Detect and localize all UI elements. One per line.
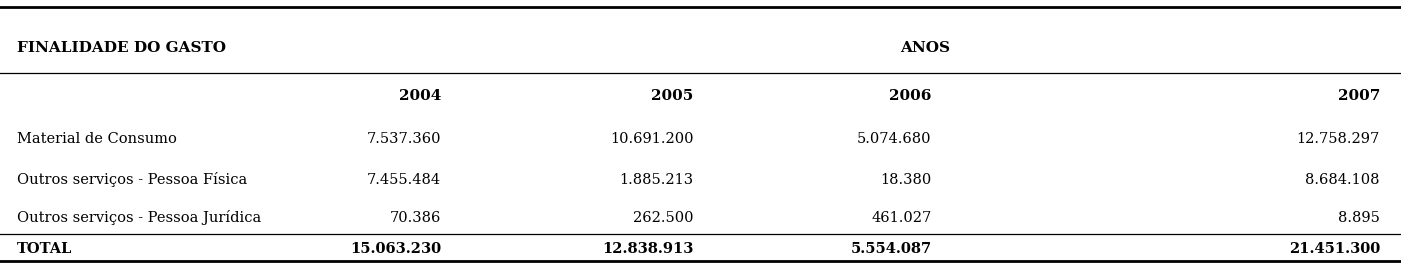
- Text: TOTAL: TOTAL: [17, 242, 73, 257]
- Text: Outros serviços - Pessoa Jurídica: Outros serviços - Pessoa Jurídica: [17, 210, 261, 225]
- Text: 2007: 2007: [1338, 89, 1380, 103]
- Text: 7.455.484: 7.455.484: [367, 172, 441, 187]
- Text: Outros serviços - Pessoa Física: Outros serviços - Pessoa Física: [17, 172, 247, 187]
- Text: 12.838.913: 12.838.913: [602, 242, 693, 257]
- Text: 21.451.300: 21.451.300: [1289, 242, 1380, 257]
- Text: 12.758.297: 12.758.297: [1297, 131, 1380, 146]
- Text: 262.500: 262.500: [633, 211, 693, 225]
- Text: 70.386: 70.386: [389, 211, 441, 225]
- Text: 5.074.680: 5.074.680: [857, 131, 932, 146]
- Text: FINALIDADE DO GASTO: FINALIDADE DO GASTO: [17, 40, 226, 55]
- Text: ANOS: ANOS: [899, 40, 950, 55]
- Text: 2004: 2004: [399, 89, 441, 103]
- Text: Material de Consumo: Material de Consumo: [17, 131, 177, 146]
- Text: 8.684.108: 8.684.108: [1306, 172, 1380, 187]
- Text: 1.885.213: 1.885.213: [619, 172, 693, 187]
- Text: 10.691.200: 10.691.200: [609, 131, 693, 146]
- Text: 15.063.230: 15.063.230: [350, 242, 441, 257]
- Text: 2006: 2006: [890, 89, 932, 103]
- Text: 18.380: 18.380: [880, 172, 932, 187]
- Text: 2005: 2005: [651, 89, 693, 103]
- Text: 5.554.087: 5.554.087: [850, 242, 932, 257]
- Text: 8.895: 8.895: [1338, 211, 1380, 225]
- Text: 7.537.360: 7.537.360: [367, 131, 441, 146]
- Text: 461.027: 461.027: [871, 211, 932, 225]
